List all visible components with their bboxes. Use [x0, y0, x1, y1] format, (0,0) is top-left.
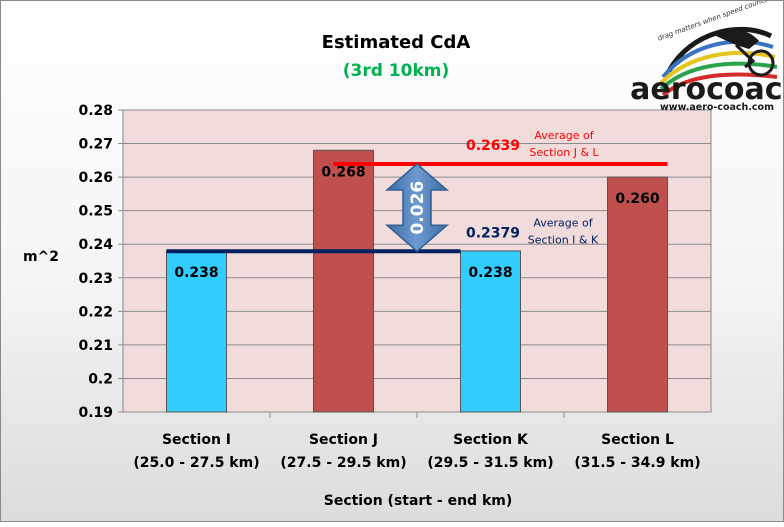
average-note-j-l: Section J & L	[529, 146, 599, 159]
data-label: 0.268	[321, 164, 365, 180]
y-tick-label: 0.23	[78, 271, 113, 287]
y-tick-label: 0.25	[78, 204, 113, 220]
category-range-label: (29.5 - 31.5 km)	[427, 455, 553, 471]
y-tick-label: 0.21	[78, 338, 113, 354]
chart-subtitle: (3rd 10km)	[343, 61, 450, 81]
data-label: 0.238	[468, 265, 512, 281]
average-note-i-k: Section I & K	[528, 233, 599, 246]
difference-label: 0.026	[408, 181, 428, 235]
category-label: Section I	[162, 432, 231, 448]
x-axis-label: Section (start - end km)	[324, 493, 513, 509]
annotations: 0.2639 Average of Section J & L 0.2379 Avera…	[466, 129, 600, 246]
y-tick-label: 0.24	[78, 237, 113, 253]
data-label: 0.260	[615, 191, 660, 207]
y-tick-label: 0.28	[78, 103, 113, 119]
chart-title: Estimated CdA	[322, 32, 471, 53]
average-value-j-l: 0.2639	[466, 138, 520, 154]
cyclist-icon	[716, 29, 775, 77]
difference-arrow: 0.026	[384, 163, 450, 253]
category-label: Section L	[601, 432, 674, 448]
y-tick-label: 0.2	[88, 371, 113, 387]
data-labels: 0.238 0.268 0.238 0.260	[174, 164, 660, 281]
y-tick-label: 0.19	[78, 405, 113, 421]
bars	[166, 149, 668, 413]
category-range-label: (31.5 - 34.9 km)	[574, 455, 700, 471]
category-label: Section K	[453, 432, 529, 448]
y-axis-ticks: 0.19 0.2 0.21 0.22 0.23 0.24 0.25 0.26 0.27 0.28	[78, 103, 113, 421]
bar-section-l	[607, 176, 668, 413]
logo-url: www.aero-coach.com	[660, 102, 774, 113]
average-note-i-k: Average of	[533, 216, 593, 229]
bar-section-j	[313, 149, 374, 413]
data-label: 0.238	[174, 265, 218, 281]
bar-section-i	[166, 250, 227, 413]
bar-section-k	[460, 250, 521, 413]
logo-wordmark: aerocoach	[630, 72, 784, 107]
double-arrow-icon	[384, 163, 450, 253]
y-tick-label: 0.26	[78, 170, 113, 186]
category-range-label: (27.5 - 29.5 km)	[280, 455, 406, 471]
y-tick-label: 0.22	[78, 304, 113, 320]
aerocoach-logo: drag matters when speed counts aerocoach…	[630, 0, 784, 113]
y-axis-label: m^2	[23, 249, 59, 265]
x-axis-categories: Section I (25.0 - 27.5 km) Section J (27.5 …	[133, 432, 700, 471]
category-range-label: (25.0 - 27.5 km)	[133, 455, 259, 471]
category-label: Section J	[309, 432, 378, 448]
y-tick-label: 0.27	[78, 137, 113, 153]
average-note-j-l: Average of	[534, 129, 594, 142]
average-value-i-k: 0.2379	[466, 225, 520, 241]
average-lines	[166, 162, 668, 254]
